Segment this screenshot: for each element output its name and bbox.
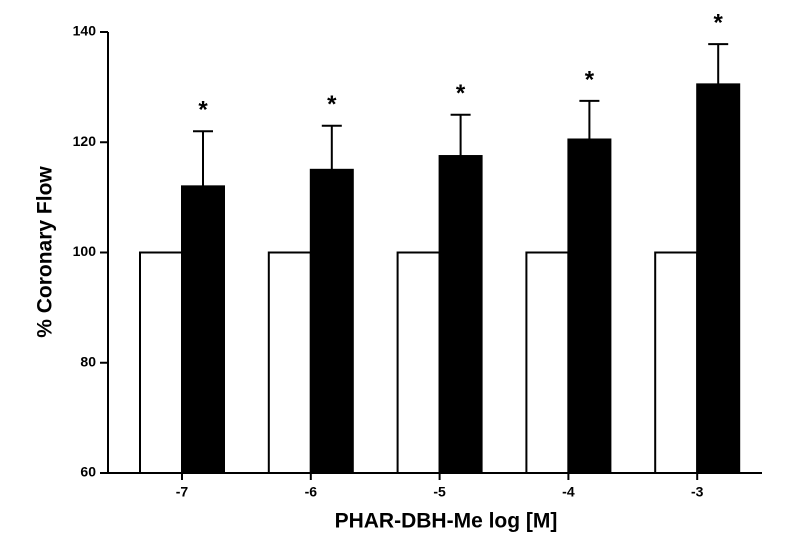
y-tick-label: 60 xyxy=(80,464,96,480)
error-bar xyxy=(193,130,213,187)
bar xyxy=(438,155,483,474)
error-bar xyxy=(321,124,342,170)
y-axis-label: % Coronary Flow xyxy=(34,166,57,338)
annotation: * xyxy=(585,66,595,93)
bar xyxy=(567,138,612,474)
x-tick-label: -5 xyxy=(433,484,446,500)
bar xyxy=(696,83,741,475)
bar xyxy=(181,185,225,474)
y-tick-label: 80 xyxy=(80,353,96,369)
x-axis-label: PHAR-DBH-Me log [M] xyxy=(335,510,558,533)
bar xyxy=(139,251,183,474)
bar xyxy=(309,168,354,474)
annotation: * xyxy=(456,80,466,107)
annotation: * xyxy=(327,91,337,118)
x-tick-label: -6 xyxy=(305,484,318,500)
bar xyxy=(525,251,570,474)
x-tick-label: -7 xyxy=(176,484,189,500)
bar xyxy=(654,251,699,474)
annotation: * xyxy=(198,97,208,124)
x-tick-label: -3 xyxy=(691,484,704,500)
bar xyxy=(396,251,441,474)
y-tick-label: 100 xyxy=(73,243,97,259)
y-tick-label: 140 xyxy=(73,23,97,39)
bar xyxy=(267,251,312,474)
error-bar xyxy=(450,113,471,157)
y-tick-label: 120 xyxy=(73,133,97,149)
error-bar xyxy=(579,99,600,140)
x-tick-label: -4 xyxy=(562,484,575,500)
annotation: * xyxy=(714,9,724,36)
error-bar xyxy=(708,43,729,85)
